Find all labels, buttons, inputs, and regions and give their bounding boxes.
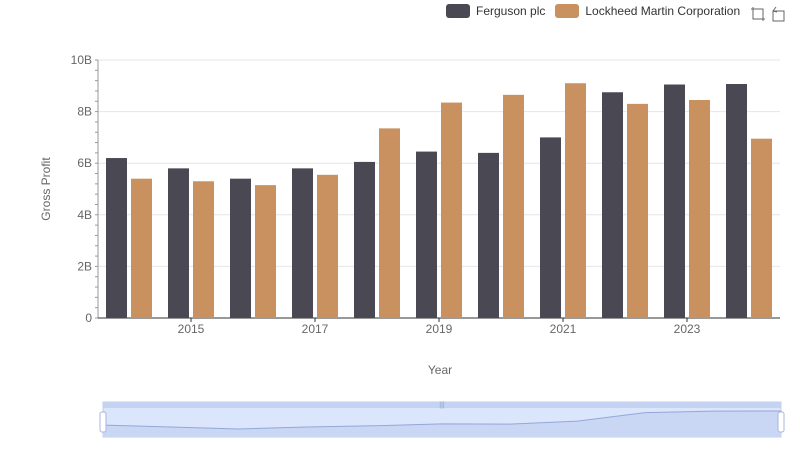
legend-label-lockheed: Lockheed Martin Corporation — [585, 4, 741, 18]
bar-lockheed-2018 — [379, 128, 400, 318]
legend-swatch-lockheed — [555, 4, 580, 18]
bar-ferguson-2016 — [230, 178, 251, 318]
y-tick-label: 8B — [77, 105, 92, 119]
x-tick-label: 2023 — [674, 322, 701, 336]
x-tick-label: 2017 — [302, 322, 329, 336]
y-tick-label: 10B — [71, 53, 92, 67]
y-axis-title: Gross Profit — [39, 157, 53, 221]
bar-lockheed-2016 — [255, 185, 276, 318]
x-tick-label: 2015 — [178, 322, 205, 336]
bar-ferguson-2024 — [726, 83, 747, 318]
y-tick-label: 6B — [77, 156, 92, 170]
bar-lockheed-2021 — [565, 83, 586, 318]
bar-ferguson-2022 — [602, 92, 623, 318]
bar-lockheed-2017 — [317, 174, 338, 318]
bar-ferguson-2017 — [292, 168, 313, 318]
datazoom-grip-icon: ||| — [439, 402, 445, 409]
bar-ferguson-2021 — [540, 137, 561, 318]
bar-ferguson-2018 — [354, 161, 375, 318]
bar-lockheed-2020 — [503, 94, 524, 318]
datazoom-handle-left[interactable] — [99, 411, 107, 433]
toolbox — [746, 6, 786, 22]
x-tick-label: 2021 — [550, 322, 577, 336]
legend: Ferguson plc Lockheed Martin Corporation — [446, 4, 750, 18]
legend-label-ferguson: Ferguson plc — [476, 4, 546, 18]
y-tick-label: 2B — [77, 259, 92, 273]
bar-lockheed-2024 — [751, 138, 772, 318]
y-tick-label: 4B — [77, 208, 92, 222]
bar-lockheed-2023 — [689, 99, 710, 319]
x-axis-title: Year — [428, 363, 452, 377]
restore-icon[interactable] — [770, 6, 786, 22]
bar-lockheed-2019 — [441, 102, 462, 318]
bar-lockheed-2015 — [193, 181, 214, 318]
y-tick-label: 0 — [85, 311, 92, 325]
bar-ferguson-2023 — [664, 84, 685, 318]
legend-item-lockheed[interactable]: Lockheed Martin Corporation — [555, 4, 740, 18]
bar-ferguson-2014 — [106, 158, 127, 318]
datazoom-top-bar — [103, 402, 781, 408]
legend-item-ferguson[interactable]: Ferguson plc — [446, 4, 545, 18]
datazoom-handle-right[interactable] — [777, 411, 785, 433]
bar-lockheed-2014 — [131, 178, 152, 318]
bar-ferguson-2019 — [416, 151, 437, 318]
legend-swatch-ferguson — [446, 4, 470, 18]
zoom-icon[interactable] — [750, 6, 766, 22]
datazoom-line — [102, 410, 782, 430]
bar-ferguson-2015 — [168, 168, 189, 318]
x-tick-label: 2019 — [426, 322, 453, 336]
bar-lockheed-2022 — [627, 103, 648, 318]
bar-ferguson-2020 — [478, 152, 499, 318]
